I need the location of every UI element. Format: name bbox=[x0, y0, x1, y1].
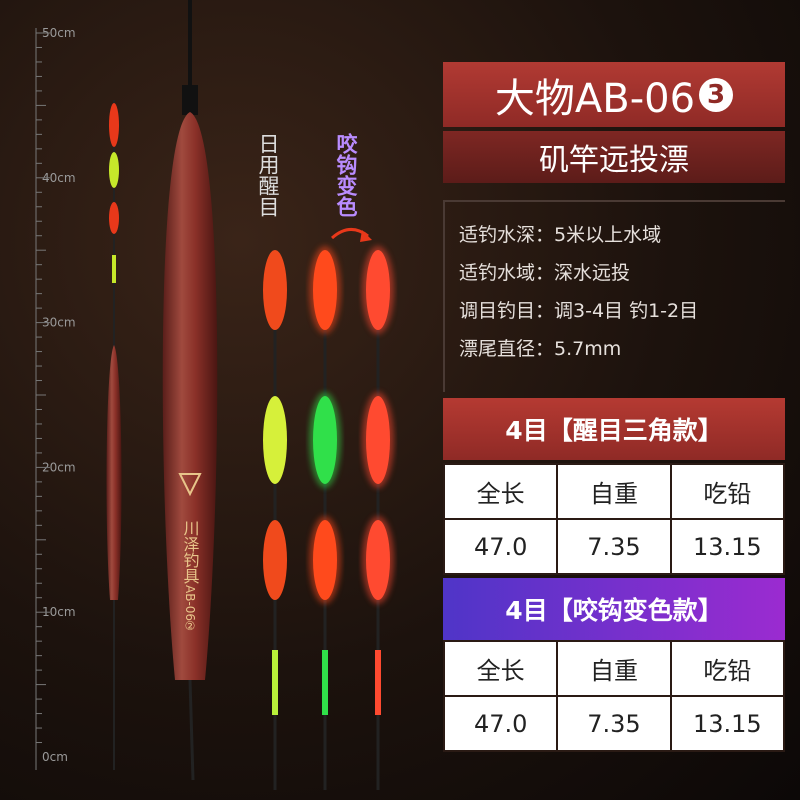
table-header: 吃铅 bbox=[669, 640, 786, 697]
spec-item: 漂尾直径：5.7mm bbox=[459, 338, 622, 360]
small-float-body bbox=[106, 345, 122, 600]
table-cell: 7.35 bbox=[556, 518, 672, 575]
title: 大物AB-06 bbox=[494, 75, 696, 122]
subtitle-box: 矶竿远投漂 bbox=[443, 131, 785, 183]
table-row: 47.0 7.35 13.15 bbox=[442, 695, 786, 752]
badge: 3 bbox=[699, 77, 734, 112]
tip-segment bbox=[366, 396, 390, 484]
tip-segment bbox=[109, 152, 119, 188]
tip-segment bbox=[313, 520, 337, 600]
tip-segment bbox=[322, 650, 328, 715]
big-float-body bbox=[162, 112, 218, 680]
tip-segment bbox=[109, 103, 119, 147]
table-cell: 47.0 bbox=[442, 695, 559, 752]
ruler-label: 0cm bbox=[42, 750, 68, 764]
tip-segment bbox=[109, 202, 119, 234]
ruler-label: 50cm bbox=[42, 26, 76, 40]
table-header: 自重 bbox=[556, 640, 672, 697]
tip-segment bbox=[263, 250, 287, 330]
table-header: 吃铅 bbox=[669, 463, 786, 520]
spec-table: 全长 自重 吃铅 47.0 7.35 13.15 bbox=[442, 640, 786, 752]
tip-segment bbox=[263, 520, 287, 600]
spec-item: 适钓水深：5米以上水域 bbox=[459, 224, 662, 246]
spec-item: 调目钓目：调3-4目 钓1-2目 bbox=[459, 300, 699, 322]
table-header: 全长 bbox=[442, 463, 559, 520]
tip-segment bbox=[272, 650, 278, 715]
subtitle: 矶竿远投漂 bbox=[539, 143, 689, 178]
ruler-label: 20cm bbox=[42, 460, 76, 474]
tip-segment bbox=[375, 650, 381, 715]
tip-segment bbox=[366, 250, 390, 330]
table-row: 全长 自重 吃铅 bbox=[442, 463, 786, 520]
section-title: 4目【咬钩变色款】 bbox=[443, 578, 785, 640]
table-row: 全长 自重 吃铅 bbox=[442, 640, 786, 697]
ruler-label: 10cm bbox=[42, 605, 76, 619]
tip-segment bbox=[313, 250, 337, 330]
table-header: 全长 bbox=[442, 640, 559, 697]
title-box: 大物AB-06 3 bbox=[443, 62, 785, 127]
float-brand: 川泽钓具 bbox=[181, 520, 200, 584]
float-number: ② bbox=[185, 619, 196, 633]
spec-list: 适钓水深：5米以上水域 适钓水域：深水远投调目钓目：调3-4目 钓1-2目 漂尾直径… bbox=[443, 200, 785, 392]
float-model: AB-06 bbox=[183, 585, 197, 621]
section-title: 4目【醒目三角款】 bbox=[443, 398, 785, 460]
table-cell: 13.15 bbox=[669, 518, 786, 575]
table-cell: 7.35 bbox=[556, 695, 672, 752]
spec-item: 适钓水域：深水远投 bbox=[459, 262, 631, 284]
tip-segment bbox=[263, 396, 287, 484]
table-row: 47.0 7.35 13.15 bbox=[442, 518, 786, 575]
bite-label: 咬钩变色 bbox=[334, 132, 358, 217]
day-label: 日用醒目 bbox=[256, 133, 280, 217]
ruler-label: 40cm bbox=[42, 171, 76, 185]
table-header: 自重 bbox=[556, 463, 672, 520]
table-cell: 13.15 bbox=[669, 695, 786, 752]
tip-segment bbox=[366, 520, 390, 600]
spec-table: 全长 自重 吃铅 47.0 7.35 13.15 bbox=[442, 463, 786, 575]
table-cell: 47.0 bbox=[442, 518, 559, 575]
tip-segment bbox=[313, 396, 337, 484]
ruler-label: 30cm bbox=[42, 316, 76, 330]
